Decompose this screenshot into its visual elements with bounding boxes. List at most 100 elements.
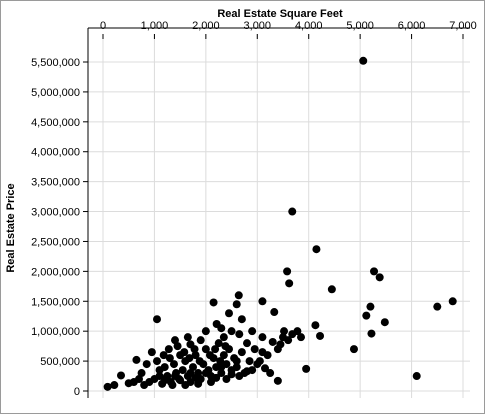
data-point <box>212 373 221 382</box>
data-point <box>219 351 228 360</box>
y-axis-title: Real Estate Price <box>5 183 17 272</box>
axes <box>87 27 470 398</box>
data-point <box>297 333 305 342</box>
data-point <box>349 345 358 354</box>
data-point <box>205 351 214 360</box>
data-point <box>216 357 225 366</box>
data-point <box>140 381 149 390</box>
data-point <box>181 381 190 390</box>
data-point <box>367 329 376 338</box>
data-point <box>302 364 311 373</box>
x-tick-label: 0 <box>100 20 106 32</box>
data-point <box>227 327 236 336</box>
data-point <box>412 372 421 381</box>
data-point <box>221 342 230 351</box>
data-point <box>217 369 226 378</box>
data-point <box>380 318 389 327</box>
data-point <box>214 339 223 348</box>
y-tick-label: 1,000,000 <box>31 326 80 338</box>
x-axis-title: Real Estate Square Feet <box>217 8 343 20</box>
data-point <box>258 297 267 306</box>
data-point <box>219 333 228 342</box>
data-point <box>132 355 141 364</box>
data-point <box>237 348 246 357</box>
data-point <box>190 345 199 354</box>
data-point <box>186 369 195 378</box>
data-point <box>142 360 151 369</box>
data-point <box>273 345 282 354</box>
data-point <box>211 345 220 354</box>
grid <box>88 34 470 398</box>
data-point <box>232 300 241 309</box>
data-point <box>288 330 297 339</box>
data-point <box>266 369 275 378</box>
data-point <box>280 327 289 336</box>
data-point <box>243 339 251 348</box>
data-point <box>232 363 241 372</box>
data-point <box>273 376 282 385</box>
data-point <box>283 267 292 276</box>
data-point <box>147 348 156 357</box>
data-point <box>117 371 125 380</box>
data-point <box>153 357 161 366</box>
data-point <box>225 309 233 318</box>
data-point <box>185 354 194 363</box>
data-point <box>243 367 251 376</box>
y-tick-label: 5,500,000 <box>31 57 80 69</box>
data-point <box>164 345 173 354</box>
x-axis-ticks: 0 1,000 2,000 3,000 4,000 5,000 6,000 7,000 <box>100 20 477 39</box>
data-point <box>253 360 262 369</box>
y-axis-ticks: 0 500,000 1,000,000 1,500,000 2,000,000 2,500… <box>31 57 88 398</box>
data-point <box>137 369 146 378</box>
data-point <box>217 324 226 333</box>
data-point <box>103 382 112 391</box>
data-point <box>129 378 138 387</box>
data-point <box>237 315 246 324</box>
y-tick-label: 5,000,000 <box>31 87 80 99</box>
data-point <box>248 327 257 336</box>
x-tick-label: 2,000 <box>192 20 220 32</box>
y-tick-label: 1,500,000 <box>31 296 80 308</box>
x-tick-label: 4,000 <box>295 20 323 32</box>
data-point <box>209 298 218 307</box>
data-point <box>191 373 200 382</box>
data-point <box>183 333 192 342</box>
data-point <box>160 363 169 372</box>
data-point <box>359 56 368 65</box>
data-point <box>201 327 210 336</box>
x-tick-label: 5,000 <box>346 20 374 32</box>
y-tick-label: 0 <box>74 386 80 398</box>
data-point <box>110 381 119 390</box>
data-point <box>232 357 241 366</box>
x-tick-label: 1,000 <box>141 20 169 32</box>
data-point <box>194 379 203 388</box>
data-point <box>217 363 226 372</box>
data-point <box>258 333 267 342</box>
data-point <box>448 297 457 306</box>
data-point <box>366 302 375 311</box>
x-tick-label: 3,000 <box>244 20 272 32</box>
data-point <box>375 273 384 282</box>
y-tick-label: 3,000,000 <box>31 207 80 219</box>
data-point <box>250 345 259 354</box>
data-point <box>311 321 320 330</box>
data-point <box>222 375 231 384</box>
data-point <box>176 376 185 385</box>
data-point <box>171 336 179 345</box>
data-point <box>433 302 442 311</box>
y-tick-label: 4,000,000 <box>31 147 80 159</box>
data-point <box>168 381 177 390</box>
data-point <box>160 376 169 385</box>
data-point <box>201 345 210 354</box>
data-point <box>235 372 244 381</box>
data-points <box>103 56 457 391</box>
data-point <box>279 333 287 342</box>
data-point <box>159 351 168 360</box>
data-point <box>316 331 325 340</box>
data-point <box>258 348 267 357</box>
data-point <box>234 291 243 300</box>
data-point <box>165 354 174 363</box>
y-tick-label: 3,500,000 <box>31 177 80 189</box>
